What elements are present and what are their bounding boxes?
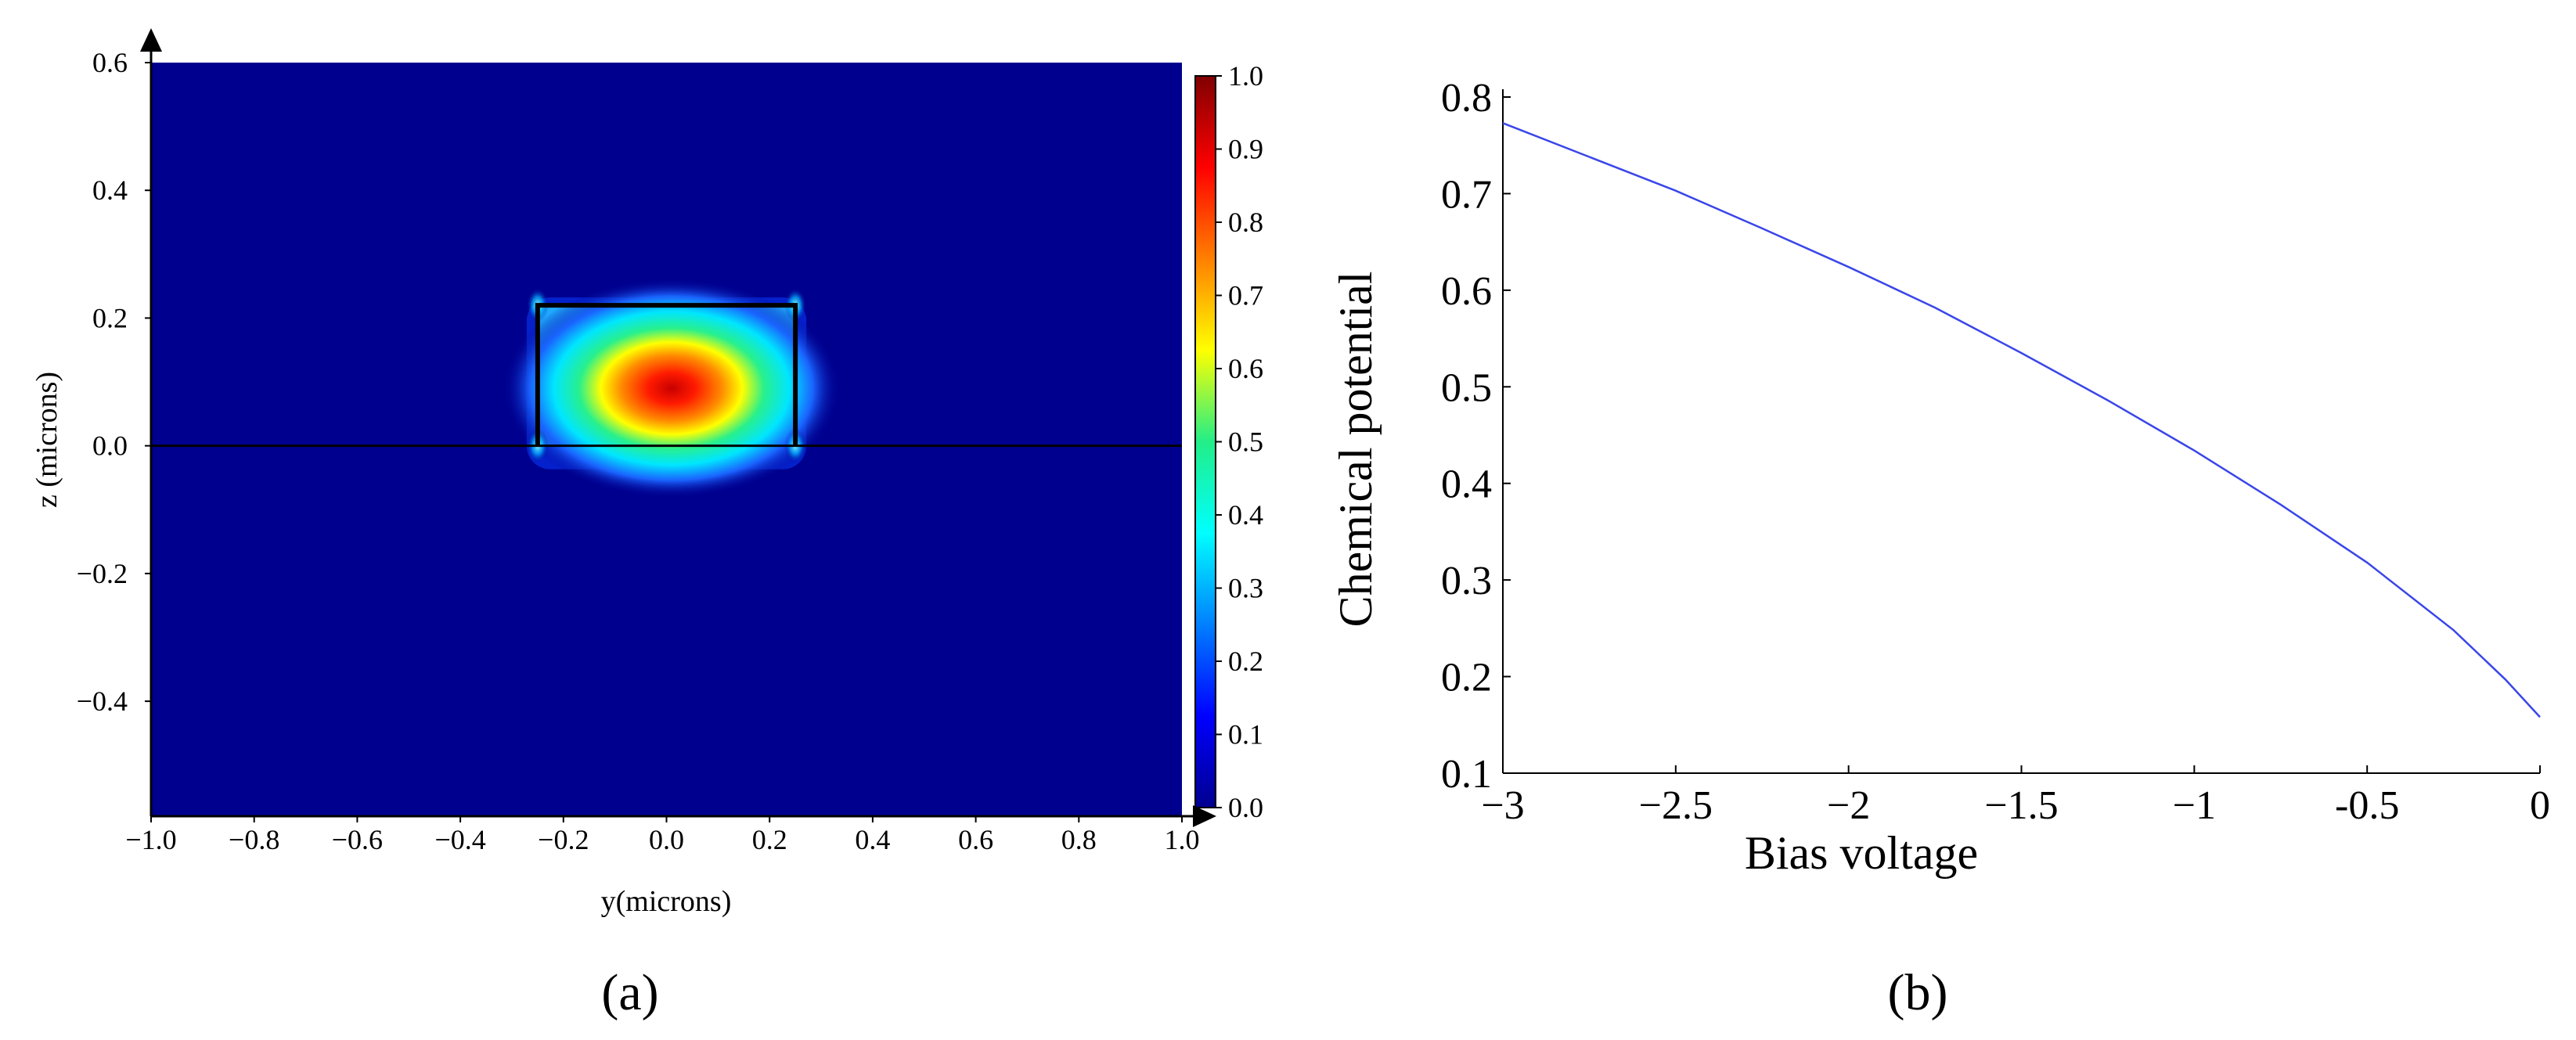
line-x-ticks: −3 −2.5 −2 −1.5 −1 -0.5 0 (1481, 765, 2550, 828)
heatmap-y-ticks: 0.6 0.4 0.2 0.0 −0.2 −0.4 (77, 47, 151, 717)
y-tick-label: 0.1 (1441, 752, 1492, 797)
x-tick-label: −2 (1827, 783, 1870, 828)
x-tick-label: −0.4 (434, 824, 485, 855)
y-tick-label: 0.3 (1441, 559, 1492, 603)
mode-hotspot (503, 279, 841, 498)
colorbar-tick-label: 0.5 (1228, 426, 1263, 458)
x-tick-label: -0.5 (2335, 783, 2399, 828)
colorbar (1194, 75, 1216, 808)
colorbar-ticks: 1.0 0.9 0.8 0.7 0.6 0.5 0.4 0.3 0.2 0.1 0.0 (1216, 60, 1263, 823)
colorbar-tick-label: 0.4 (1228, 499, 1263, 531)
colorbar-tick-label: 0.7 (1228, 280, 1263, 311)
x-tick-label: −1.5 (1984, 783, 2058, 828)
x-tick-label: −3 (1481, 783, 1524, 828)
waveguide-outline (535, 303, 798, 446)
colorbar-tick-label: 0.0 (1228, 792, 1263, 823)
x-tick-label: 0.6 (958, 824, 993, 855)
x-tick-label: 0.8 (1061, 824, 1097, 855)
y-tick-label: 0.4 (1441, 462, 1492, 507)
y-tick-label: −0.4 (77, 686, 128, 717)
x-tick-label: 0.2 (752, 824, 787, 855)
colorbar-tick-label: 0.3 (1228, 573, 1263, 604)
caption-a: (a) (601, 964, 658, 1021)
caption-b: (b) (1888, 964, 1948, 1021)
series-line (1502, 122, 2541, 718)
heatmap-y-label: z (microns) (31, 372, 63, 508)
y-tick-label: 0.0 (92, 430, 128, 462)
line-axes (1502, 89, 2540, 774)
line-y-ticks: 0.8 0.7 0.6 0.5 0.4 0.3 0.2 0.1 (1441, 76, 1511, 797)
y-tick-label: 0.4 (92, 175, 128, 206)
x-tick-label: 0 (2530, 783, 2550, 828)
y-tick-label: 0.2 (92, 302, 128, 333)
line-panel: −3 −2.5 −2 −1.5 −1 -0.5 0 0.80.70.60.50.40.30.… (1330, 76, 2550, 1021)
x-tick-label: −1.0 (125, 824, 176, 855)
heatmap-axes (140, 28, 1216, 827)
x-tick-label: −0.2 (538, 824, 589, 855)
y-tick-label: 0.8 (1441, 76, 1492, 121)
heatmap-x-label: y(microns) (601, 885, 732, 918)
colorbar-tick-label: 0.1 (1228, 719, 1263, 750)
y-tick-label: 0.6 (92, 47, 128, 78)
x-tick-label: 0.4 (855, 824, 890, 855)
heatmap-x-ticks: −1.0 −0.8 −0.6 −0.4 −0.2 0.0 0.2 0.4 0.6 0.8 1.0 (125, 816, 1200, 855)
colorbar-tick-label: 0.8 (1228, 207, 1263, 238)
y-tick-label: −0.2 (77, 558, 128, 589)
colorbar-tick-label: 0.2 (1228, 646, 1263, 677)
x-tick-label: −0.6 (332, 824, 383, 855)
line-x-label: Bias voltage (1745, 827, 1978, 879)
y-tick-label: 0.5 (1441, 365, 1492, 410)
line-y-label: Chemical potential (1330, 272, 1382, 628)
line-series (1502, 122, 2541, 718)
y-tick-label: 0.2 (1441, 656, 1492, 700)
x-tick-label: −2.5 (1639, 783, 1713, 828)
x-tick-label: 1.0 (1165, 824, 1200, 855)
heatmap-panel: −1.0 −0.8 −0.6 −0.4 −0.2 0.0 0.2 0.4 0.6 0.8 1.0 0… (31, 28, 1263, 1021)
mode-field (151, 279, 1182, 498)
x-tick-label: −1 (2173, 783, 2216, 828)
y-tick-label: 0.7 (1441, 172, 1492, 217)
x-tick-label: −0.8 (229, 824, 279, 855)
x-axis-arrow (1193, 805, 1216, 827)
colorbar-tick-label: 0.6 (1228, 353, 1263, 384)
y-tick-label: 0.6 (1441, 269, 1492, 314)
colorbar-tick-label: 0.9 (1228, 134, 1263, 165)
colorbar-tick-label: 1.0 (1228, 60, 1263, 92)
x-tick-label: 0.0 (649, 824, 684, 855)
y-axis-arrow (140, 28, 162, 52)
